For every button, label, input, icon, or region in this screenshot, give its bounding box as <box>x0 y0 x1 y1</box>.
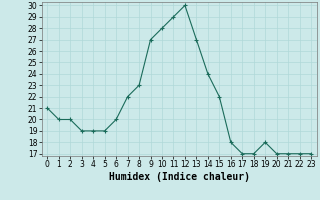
X-axis label: Humidex (Indice chaleur): Humidex (Indice chaleur) <box>109 172 250 182</box>
